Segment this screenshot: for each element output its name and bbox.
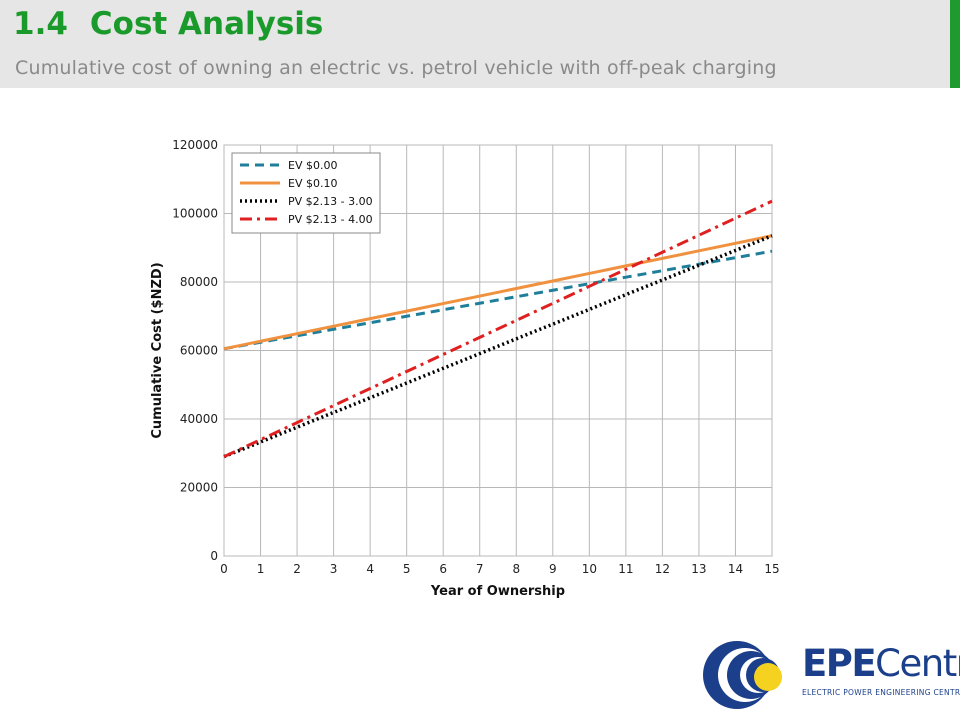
logo-word-bold: EPE bbox=[802, 642, 877, 685]
header-accent-bar bbox=[950, 0, 960, 88]
y-tick-label: 0 bbox=[210, 549, 218, 563]
x-tick-label: 11 bbox=[618, 562, 633, 576]
series-line bbox=[223, 234, 773, 459]
logo-word-regular: Centre bbox=[875, 642, 960, 685]
title-text: Cost Analysis bbox=[89, 6, 324, 42]
x-tick-label: 8 bbox=[512, 562, 520, 576]
y-tick-label: 40000 bbox=[180, 412, 218, 426]
x-tick-label: 1 bbox=[257, 562, 265, 576]
series-line bbox=[223, 199, 773, 459]
x-tick-label: 12 bbox=[655, 562, 670, 576]
legend-label: PV $2.13 - 3.00 bbox=[288, 195, 373, 208]
y-axis-label: Cumulative Cost ($NZD) bbox=[150, 262, 165, 438]
x-tick-label: 0 bbox=[220, 562, 228, 576]
x-tick-label: 3 bbox=[330, 562, 338, 576]
x-tick-label: 7 bbox=[476, 562, 484, 576]
series-line bbox=[223, 249, 773, 351]
series-line bbox=[223, 234, 773, 351]
x-tick-label: 6 bbox=[439, 562, 447, 576]
legend-label: PV $2.13 - 4.00 bbox=[288, 213, 373, 226]
y-tick-label: 20000 bbox=[180, 481, 218, 495]
epecentre-logo-mark bbox=[703, 641, 782, 709]
logo-tagline: ELECTRIC POWER ENGINEERING CENTRE bbox=[802, 688, 960, 697]
legend-label: EV $0.00 bbox=[288, 159, 337, 172]
x-tick-label: 5 bbox=[403, 562, 411, 576]
x-tick-label: 2 bbox=[293, 562, 301, 576]
header-band bbox=[0, 0, 950, 88]
x-tick-label: 15 bbox=[764, 562, 779, 576]
page-subtitle: Cumulative cost of owning an electric vs… bbox=[15, 57, 777, 79]
page-title: 1.4 Cost Analysis bbox=[13, 6, 323, 42]
cost-line-chart: 0 1 2 3 4 5 6 7 8 9 10 11 12 13 14 15020000400006000080… bbox=[150, 138, 780, 599]
x-tick-label: 14 bbox=[728, 562, 743, 576]
y-tick-label: 60000 bbox=[180, 344, 218, 358]
logo-wordmark: EPECentre bbox=[802, 642, 960, 685]
x-tick-label: 13 bbox=[691, 562, 706, 576]
x-tick-label: 10 bbox=[582, 562, 597, 576]
y-tick-label: 80000 bbox=[180, 275, 218, 289]
y-tick-label: 100000 bbox=[172, 207, 218, 221]
x-tick-label: 9 bbox=[549, 562, 557, 576]
x-tick-label: 4 bbox=[366, 562, 374, 576]
section-number: 1.4 bbox=[13, 6, 68, 42]
x-axis-label: Year of Ownership bbox=[430, 584, 565, 599]
legend-label: EV $0.10 bbox=[288, 177, 337, 190]
epecentre-logo: EPECentre ELECTRIC POWER ENGINEERING CEN… bbox=[700, 638, 960, 714]
y-tick-label: 120000 bbox=[172, 138, 218, 152]
